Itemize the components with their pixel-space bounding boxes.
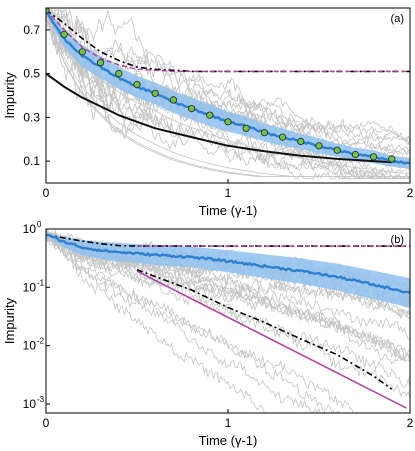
y-tick-exponent: -2 xyxy=(37,337,45,346)
data-point-marker xyxy=(369,153,378,161)
data-point-marker xyxy=(78,48,87,56)
y-tick-exponent: -1 xyxy=(37,278,45,287)
trajectory-line xyxy=(46,237,342,413)
x-tick-label: 2 xyxy=(407,416,414,430)
data-point-marker xyxy=(188,105,196,113)
plot-area xyxy=(46,229,410,413)
x-tick-label: 2 xyxy=(407,186,414,200)
y-tick-label: 0.7 xyxy=(23,23,40,37)
data-point-marker xyxy=(333,146,341,154)
trajectory-line xyxy=(46,9,410,150)
x-tick-label: 1 xyxy=(225,186,232,200)
y-axis-label: Impurity xyxy=(2,72,17,119)
trajectory-line xyxy=(46,232,326,413)
plot-area xyxy=(46,8,410,180)
y-tick-label: 10 xyxy=(23,397,37,411)
data-point-marker xyxy=(278,133,287,141)
data-point-marker xyxy=(297,137,305,145)
panel-label: (a) xyxy=(391,13,404,25)
x-tick-label: 0 xyxy=(43,186,50,200)
trajectory-line xyxy=(46,234,265,413)
data-point-marker xyxy=(206,111,214,119)
dashdot-line xyxy=(46,233,410,247)
x-tick-label: 0 xyxy=(43,416,50,430)
data-point-marker xyxy=(151,89,159,97)
trajectory-line xyxy=(46,233,410,319)
mean-confidence-band xyxy=(46,10,410,169)
panel-a: 0 1 2 0.1 0.3 0.5 0.7 Time (γ-1) Impurity (a) xyxy=(2,7,414,218)
x-tick-label: 1 xyxy=(225,416,232,430)
trajectory-line xyxy=(46,10,410,177)
data-point-marker xyxy=(260,129,268,137)
trajectory-line xyxy=(46,233,354,413)
y-tick-label: 0.3 xyxy=(23,110,40,124)
trajectory-line xyxy=(46,13,410,180)
data-point-marker xyxy=(46,8,50,14)
data-point-marker xyxy=(133,81,141,89)
data-point-marker xyxy=(97,59,105,67)
dashdot-line xyxy=(136,269,393,390)
x-axis-label: Time (γ-1) xyxy=(199,203,258,218)
data-point-marker xyxy=(351,151,359,159)
y-tick-label: 10 xyxy=(23,222,37,236)
dashed-line xyxy=(46,9,410,73)
y-tick-exponent: -3 xyxy=(37,395,45,404)
data-point-marker xyxy=(115,70,123,78)
x-axis-label: Time (γ-1) xyxy=(199,433,258,448)
y-tick-label: 10 xyxy=(23,280,37,294)
y-axis-label: Impurity xyxy=(2,297,17,344)
mean-line xyxy=(46,233,410,294)
trajectory-line xyxy=(46,10,410,174)
trajectory-line xyxy=(46,12,410,180)
y-tick-label: 10 xyxy=(23,339,37,353)
panel-label: (b) xyxy=(391,234,404,246)
solid-magenta-line xyxy=(136,270,407,409)
data-point-marker xyxy=(224,118,232,126)
data-point-marker xyxy=(169,96,177,104)
trajectory-line xyxy=(46,9,410,146)
data-point-marker xyxy=(60,30,68,38)
solid-line xyxy=(46,72,392,164)
trajectory-line xyxy=(46,9,410,153)
data-point-marker xyxy=(388,155,396,163)
trajectory-line xyxy=(46,229,410,389)
y-tick-label: 0.1 xyxy=(23,154,40,168)
data-point-marker xyxy=(315,142,323,150)
data-point-marker xyxy=(242,124,250,132)
y-tick-label: 0.5 xyxy=(23,67,40,81)
trajectory-line xyxy=(46,11,410,180)
y-tick-exponent: 0 xyxy=(37,220,42,229)
